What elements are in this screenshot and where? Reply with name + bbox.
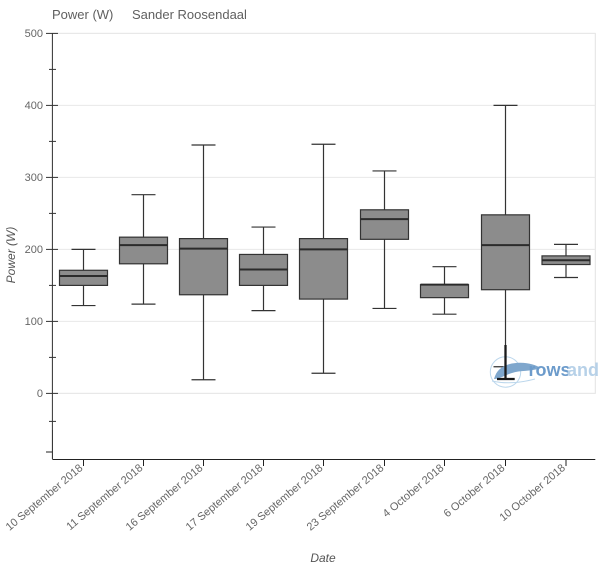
svg-text:100: 100: [25, 316, 43, 328]
svg-text:Power (W): Power (W): [52, 7, 113, 22]
svg-text:rows: rows: [529, 360, 571, 380]
svg-text:0: 0: [37, 388, 43, 400]
svg-text:500: 500: [25, 28, 43, 40]
svg-text:Date: Date: [310, 551, 336, 565]
svg-text:400: 400: [25, 100, 43, 112]
svg-text:Power (W): Power (W): [4, 227, 18, 284]
svg-text:Sander Roosendaal: Sander Roosendaal: [132, 7, 247, 22]
svg-text:andbox: andbox: [567, 360, 600, 380]
svg-text:200: 200: [25, 244, 43, 256]
svg-text:300: 300: [25, 172, 43, 184]
